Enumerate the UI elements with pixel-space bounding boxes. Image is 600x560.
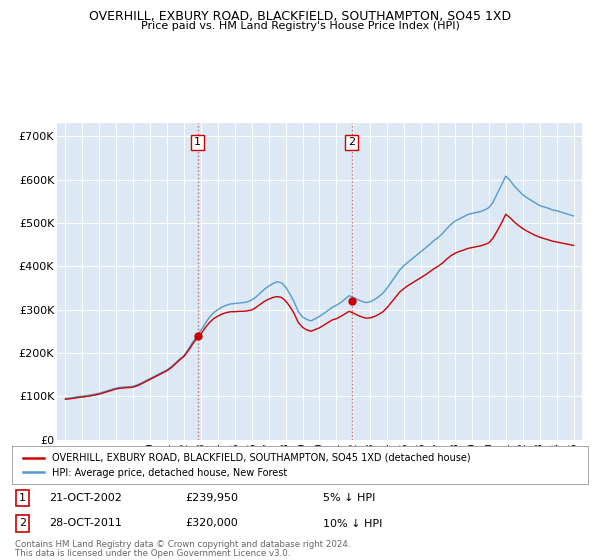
Text: 21-OCT-2002: 21-OCT-2002 [49,493,122,503]
Text: 28-OCT-2011: 28-OCT-2011 [49,519,122,529]
Text: 5% ↓ HPI: 5% ↓ HPI [323,493,376,503]
Text: 10% ↓ HPI: 10% ↓ HPI [323,519,382,529]
Text: 1: 1 [194,137,201,147]
Text: Contains HM Land Registry data © Crown copyright and database right 2024.: Contains HM Land Registry data © Crown c… [15,540,350,549]
Text: 2: 2 [19,519,26,529]
Text: This data is licensed under the Open Government Licence v3.0.: This data is licensed under the Open Gov… [15,549,290,558]
Text: OVERHILL, EXBURY ROAD, BLACKFIELD, SOUTHAMPTON, SO45 1XD: OVERHILL, EXBURY ROAD, BLACKFIELD, SOUTH… [89,10,511,23]
Text: £320,000: £320,000 [185,519,238,529]
Text: £239,950: £239,950 [185,493,238,503]
Text: Price paid vs. HM Land Registry's House Price Index (HPI): Price paid vs. HM Land Registry's House … [140,21,460,31]
Legend: OVERHILL, EXBURY ROAD, BLACKFIELD, SOUTHAMPTON, SO45 1XD (detached house), HPI: : OVERHILL, EXBURY ROAD, BLACKFIELD, SOUTH… [20,450,473,480]
Text: 1: 1 [19,493,26,503]
Text: 2: 2 [348,137,355,147]
